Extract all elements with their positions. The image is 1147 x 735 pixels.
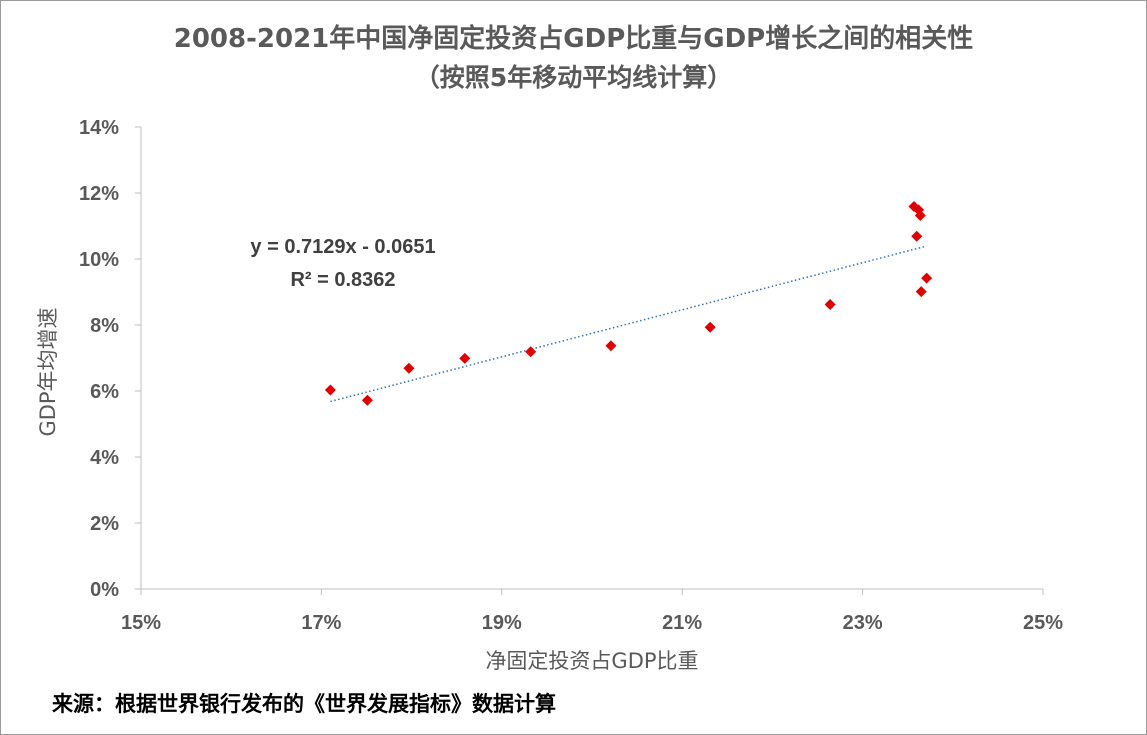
x-tick-label: 25%: [1023, 612, 1063, 634]
data-point: [915, 286, 927, 298]
y-axis-title: GDP年均增速: [36, 307, 60, 436]
data-point: [914, 209, 926, 221]
data-point: [324, 384, 336, 396]
axes: [135, 126, 1044, 595]
x-tick-label: 23%: [843, 612, 883, 634]
tick-labels: 0% 2% 4% 6% 8% 10% 12% 14% 15% 17% 19% 21% 23% 25%: [79, 117, 1063, 634]
data-point: [525, 346, 537, 358]
y-tick-label: 14%: [79, 117, 119, 139]
x-tick-label: 17%: [301, 612, 341, 634]
x-tick-label: 19%: [482, 612, 522, 634]
y-tick-label: 8%: [90, 315, 119, 337]
chart-subtitle: （按照5年移动平均线计算）: [414, 63, 733, 92]
y-tick-label: 0%: [90, 579, 119, 601]
data-point: [911, 230, 923, 242]
y-tick-label: 4%: [90, 447, 119, 469]
x-tick-label: 15%: [121, 612, 161, 634]
data-point: [459, 352, 471, 364]
chart-title: 2008-2021年中国净固定投资占GDP比重与GDP增长之间的相关性: [173, 24, 974, 54]
y-tick-label: 6%: [90, 381, 119, 403]
data-point: [361, 394, 373, 406]
source-note: 来源：根据世界银行发布的《世界发展指标》数据计算: [52, 691, 556, 716]
data-points: [324, 201, 933, 406]
data-point: [921, 272, 933, 284]
trendline: [330, 245, 927, 403]
y-tick-label: 10%: [79, 249, 119, 271]
y-tick-label: 12%: [79, 183, 119, 205]
x-axis-title: 净固定投资占GDP比重: [485, 649, 698, 673]
y-tick-label: 2%: [90, 513, 119, 535]
x-tick-label: 21%: [662, 612, 702, 634]
data-point: [403, 362, 415, 374]
data-point: [605, 340, 617, 352]
trendline-layer: [330, 245, 927, 403]
data-point: [704, 321, 716, 333]
r-squared-label: R² = 0.8362: [290, 269, 395, 291]
trendline-equation: y = 0.7129x - 0.0651: [250, 236, 435, 258]
data-point: [824, 299, 836, 311]
